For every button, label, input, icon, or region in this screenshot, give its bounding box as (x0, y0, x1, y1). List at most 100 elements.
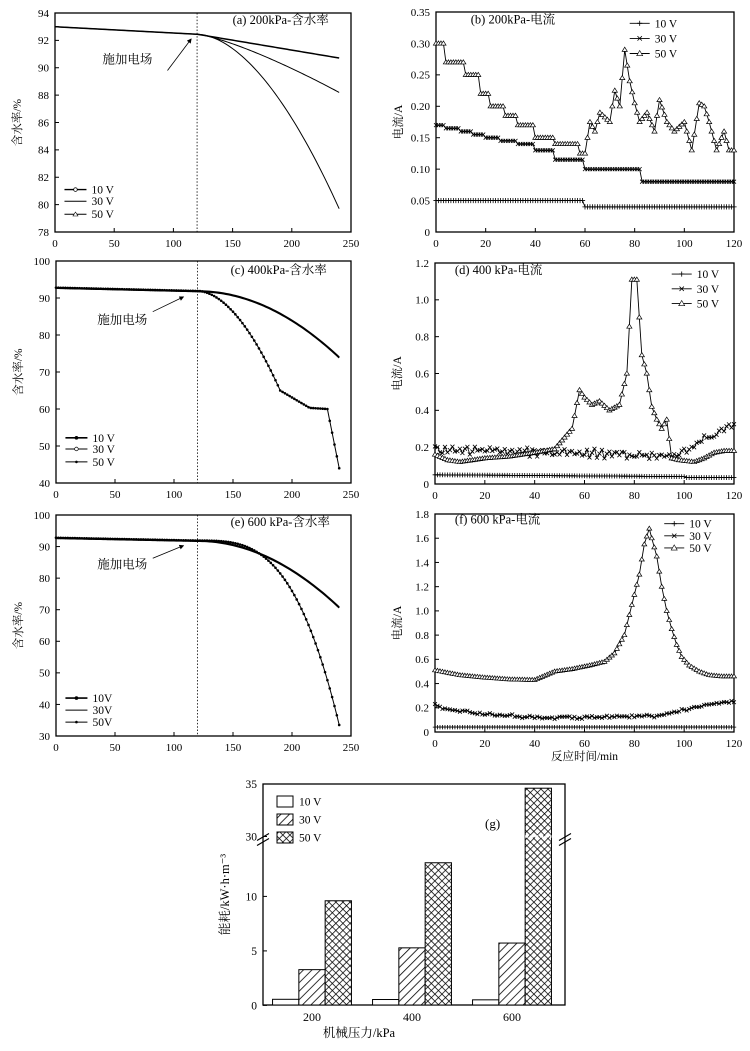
svg-text:100: 100 (676, 738, 693, 750)
svg-text:70: 70 (39, 605, 51, 617)
svg-text:机械压力/kPa: 机械压力/kPa (323, 1025, 396, 1040)
svg-text:40: 40 (530, 238, 542, 250)
svg-text:1.0: 1.0 (415, 295, 429, 307)
svg-text:0: 0 (251, 1000, 257, 1012)
svg-text:30 V: 30 V (697, 284, 720, 296)
svg-text:0: 0 (53, 489, 59, 501)
svg-text:50 V: 50 V (299, 833, 322, 845)
svg-text:0.15: 0.15 (411, 133, 431, 145)
svg-text:100: 100 (34, 510, 51, 522)
svg-text:50 V: 50 V (92, 457, 115, 469)
svg-text:40: 40 (39, 478, 51, 490)
svg-text:(c) 400kPa-含水率: (c) 400kPa-含水率 (231, 262, 328, 277)
svg-text:88: 88 (38, 90, 50, 102)
svg-text:84: 84 (38, 145, 50, 157)
svg-text:1.0: 1.0 (415, 606, 429, 618)
svg-text:50 V: 50 V (697, 299, 720, 311)
svg-text:20: 20 (479, 738, 491, 750)
svg-text:0.25: 0.25 (411, 70, 431, 82)
svg-text:80: 80 (629, 238, 641, 250)
svg-text:40: 40 (39, 699, 51, 711)
svg-text:5: 5 (251, 946, 257, 958)
svg-text:50 V: 50 V (91, 209, 114, 221)
svg-text:600: 600 (503, 1010, 521, 1024)
svg-text:200: 200 (284, 742, 301, 754)
svg-text:30V: 30V (92, 705, 113, 717)
svg-text:0: 0 (432, 738, 438, 750)
svg-text:120: 120 (726, 490, 743, 502)
svg-text:200: 200 (303, 1010, 321, 1024)
svg-text:(a) 200kPa-含水率: (a) 200kPa-含水率 (233, 12, 330, 27)
svg-text:400: 400 (403, 1010, 421, 1024)
svg-text:0.30: 0.30 (411, 38, 431, 50)
svg-text:82: 82 (38, 172, 49, 184)
svg-text:0.8: 0.8 (415, 630, 429, 642)
svg-text:0: 0 (433, 238, 439, 250)
svg-text:50 V: 50 V (655, 48, 678, 60)
svg-text:电流/A: 电流/A (390, 356, 404, 391)
svg-text:电流/A: 电流/A (391, 104, 405, 139)
svg-text:100: 100 (676, 238, 693, 250)
svg-text:0.4: 0.4 (415, 405, 429, 417)
svg-text:0.2: 0.2 (415, 703, 429, 715)
svg-text:30 V: 30 V (91, 196, 114, 208)
svg-text:0: 0 (52, 238, 58, 250)
svg-text:1.8: 1.8 (415, 509, 429, 521)
svg-text:(b) 200kPa-电流: (b) 200kPa-电流 (471, 11, 556, 26)
svg-text:100: 100 (676, 490, 693, 502)
svg-text:0: 0 (424, 727, 430, 739)
svg-text:100: 100 (165, 238, 182, 250)
svg-text:90: 90 (39, 293, 51, 305)
svg-text:60: 60 (39, 636, 51, 648)
svg-text:0: 0 (424, 479, 430, 491)
svg-text:0.20: 0.20 (411, 101, 431, 113)
svg-text:0.6: 0.6 (415, 368, 429, 380)
svg-text:150: 150 (225, 742, 242, 754)
svg-text:250: 250 (343, 742, 360, 754)
svg-text:10: 10 (246, 891, 258, 903)
svg-text:20: 20 (479, 490, 491, 502)
svg-text:80: 80 (38, 199, 50, 211)
svg-text:60: 60 (579, 490, 591, 502)
svg-text:0.05: 0.05 (411, 195, 431, 207)
svg-text:(f) 600 kPa-电流: (f) 600 kPa-电流 (455, 512, 541, 527)
svg-text:(e) 600 kPa-含水率: (e) 600 kPa-含水率 (231, 514, 331, 529)
svg-text:30: 30 (246, 832, 258, 844)
svg-text:60: 60 (39, 404, 51, 416)
svg-text:94: 94 (38, 8, 50, 20)
svg-text:0: 0 (425, 227, 431, 239)
svg-text:10 V: 10 V (91, 185, 114, 197)
svg-text:0.8: 0.8 (415, 332, 429, 344)
svg-text:90: 90 (38, 63, 50, 75)
svg-text:50: 50 (110, 489, 122, 501)
svg-text:10 V: 10 V (689, 519, 712, 531)
svg-text:0.2: 0.2 (415, 442, 429, 454)
svg-text:0: 0 (53, 742, 59, 754)
svg-text:200: 200 (284, 238, 301, 250)
svg-text:150: 150 (224, 238, 241, 250)
svg-text:78: 78 (38, 227, 50, 239)
svg-text:能耗/kW·h·m⁻³: 能耗/kW·h·m⁻³ (217, 854, 232, 935)
svg-text:1.4: 1.4 (415, 557, 429, 569)
svg-text:1.2: 1.2 (415, 582, 429, 594)
svg-text:50: 50 (110, 742, 122, 754)
svg-text:150: 150 (225, 489, 242, 501)
svg-text:100: 100 (166, 489, 183, 501)
svg-text:80: 80 (39, 573, 51, 585)
svg-text:0.4: 0.4 (415, 678, 429, 690)
svg-text:200: 200 (284, 489, 301, 501)
svg-text:60: 60 (580, 238, 592, 250)
svg-text:含水率/%: 含水率/% (11, 601, 25, 649)
svg-text:50: 50 (39, 441, 51, 453)
svg-text:35: 35 (246, 779, 258, 791)
svg-text:施加电场: 施加电场 (97, 557, 147, 572)
svg-text:30 V: 30 V (689, 531, 712, 543)
svg-text:施加电场: 施加电场 (97, 312, 147, 327)
svg-text:10 V: 10 V (655, 18, 678, 30)
svg-text:50: 50 (39, 668, 51, 680)
svg-text:40: 40 (529, 738, 541, 750)
svg-text:50: 50 (109, 238, 121, 250)
svg-text:100: 100 (34, 256, 51, 268)
svg-text:20: 20 (480, 238, 492, 250)
svg-text:250: 250 (343, 238, 360, 250)
